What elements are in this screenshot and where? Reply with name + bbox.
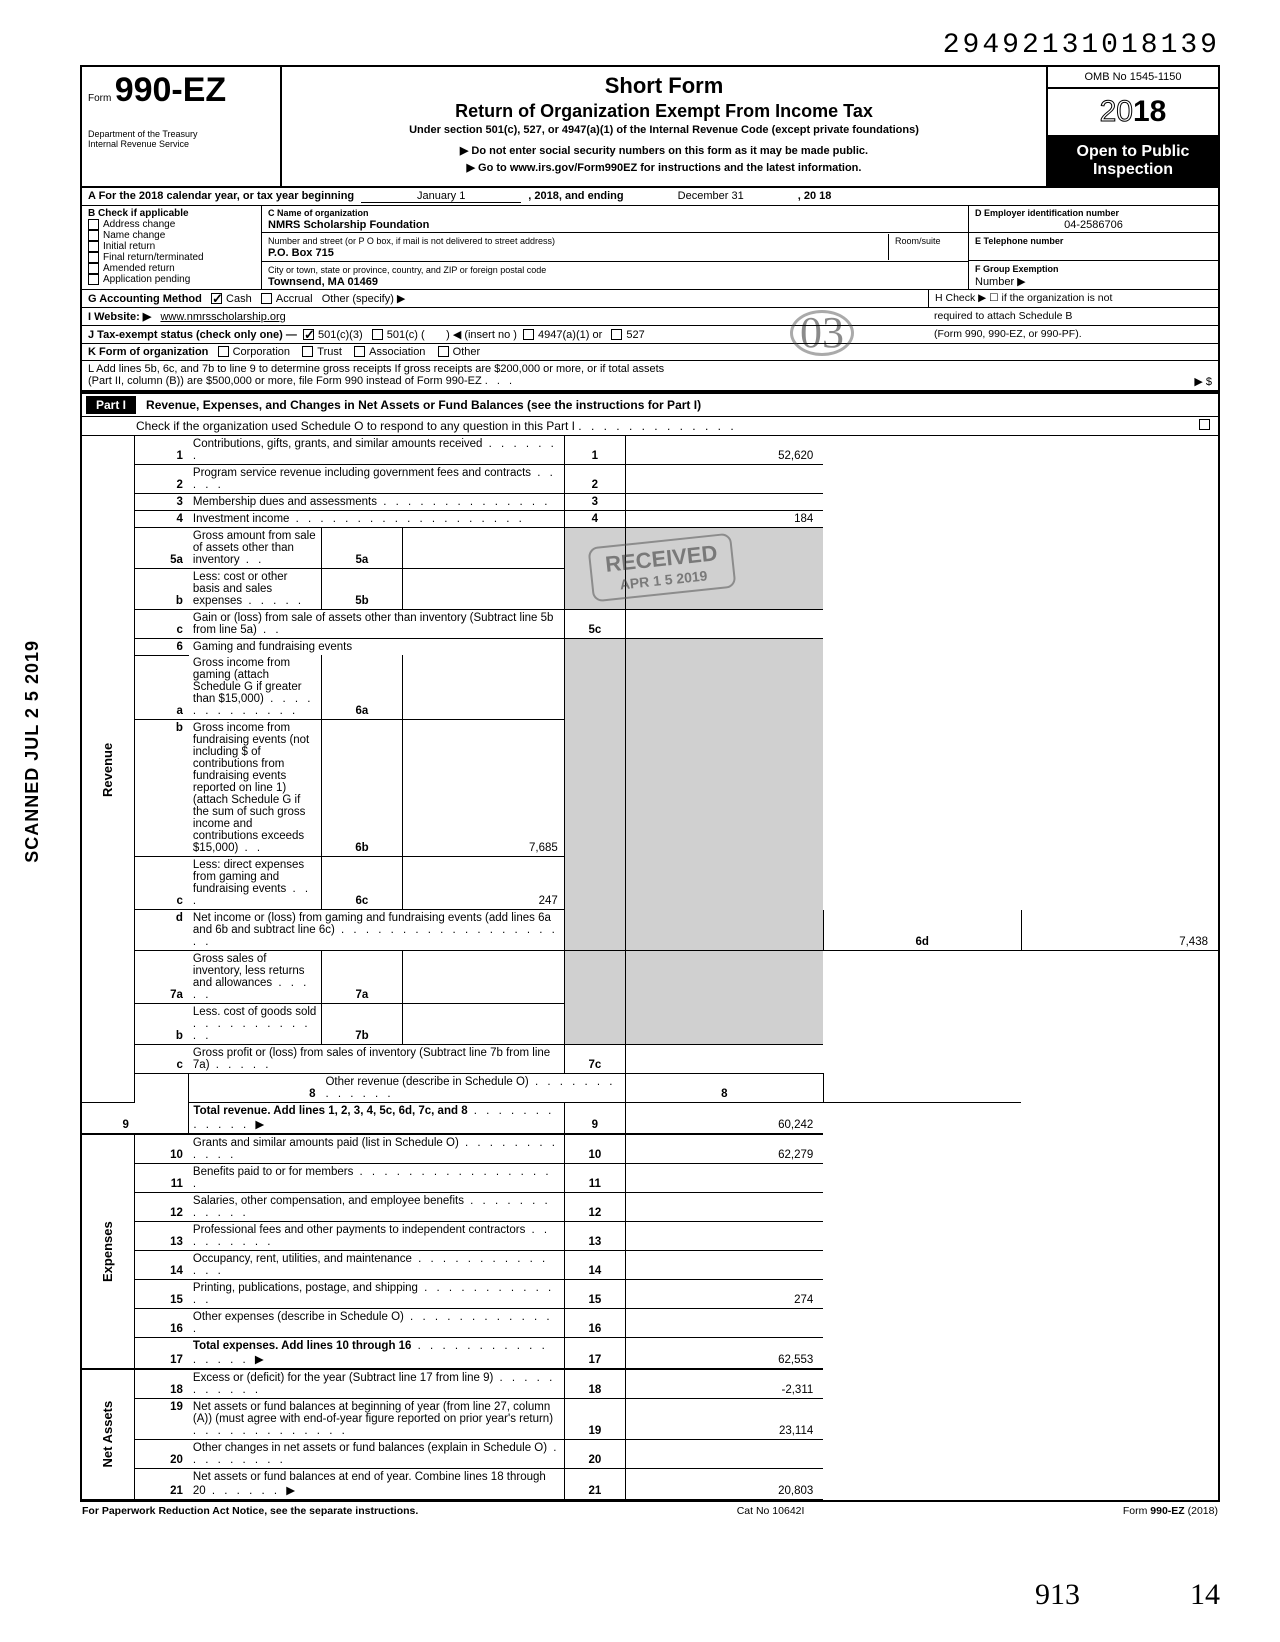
title-short-form: Short Form <box>292 73 1036 99</box>
line-k: K Form of organization Corporation Trust… <box>80 344 1220 361</box>
val-4: 184 <box>625 510 823 527</box>
chk-4947[interactable] <box>523 329 534 340</box>
chk-application-pending[interactable] <box>88 274 99 285</box>
val-9: 60,242 <box>625 1103 823 1135</box>
section-net-assets: Net Assets <box>81 1369 135 1500</box>
chk-other-org[interactable] <box>438 346 449 357</box>
chk-amended-return[interactable] <box>88 263 99 274</box>
val-21: 20,803 <box>625 1469 823 1500</box>
note-website: ▶ Go to www.irs.gov/Form990EZ for instru… <box>292 161 1036 174</box>
section-revenue: Revenue <box>81 436 135 1103</box>
val-15: 274 <box>625 1280 823 1309</box>
chk-trust[interactable] <box>302 346 313 357</box>
block-f-label2: Number ▶ <box>975 276 1026 288</box>
block-e-label: E Telephone number <box>975 236 1063 246</box>
org-info-block: B Check if applicable Address change Nam… <box>80 206 1220 290</box>
dept-irs: Internal Revenue Service <box>88 140 274 150</box>
ink-stamp: 03 <box>790 310 854 356</box>
org-name: NMRS Scholarship Foundation <box>268 219 429 231</box>
val-6c: 247 <box>402 857 564 910</box>
line-a: A For the 2018 calendar year, or tax yea… <box>80 188 1220 206</box>
document-locator-number: 29492131018139 <box>80 30 1220 61</box>
block-b-label: B Check if applicable <box>88 208 255 219</box>
handwriting-1: 913 <box>1035 1578 1080 1612</box>
line-h-2: required to attach Schedule B <box>934 310 1072 322</box>
val-6b: 7,685 <box>402 720 564 857</box>
chk-accrual[interactable] <box>261 293 272 304</box>
part1-check: Check if the organization used Schedule … <box>80 417 1220 436</box>
chk-corporation[interactable] <box>218 346 229 357</box>
room-label: Room/suite <box>895 236 941 246</box>
section-expenses: Expenses <box>81 1134 135 1369</box>
val-19: 23,114 <box>625 1399 823 1440</box>
line-h-3: (Form 990, 990-EZ, or 990-PF). <box>934 328 1082 340</box>
website-url: www.nmrsscholarship.org <box>160 311 285 323</box>
street-label: Number and street (or P O box, if mail i… <box>268 236 555 246</box>
title-return: Return of Organization Exempt From Incom… <box>292 101 1036 122</box>
subtitle-section: Under section 501(c), 527, or 4947(a)(1)… <box>292 124 1036 136</box>
city-state-zip: Townsend, MA 01469 <box>268 276 378 288</box>
open-to-public: Open to Public Inspection <box>1048 137 1218 186</box>
line-g-h: G Accounting Method Cash Accrual Other (… <box>80 290 1220 308</box>
ein: 04-2586706 <box>975 219 1212 231</box>
chk-schedule-o[interactable] <box>1199 419 1210 430</box>
form-number: 990-EZ <box>115 76 227 107</box>
chk-501c[interactable] <box>372 329 383 340</box>
block-d-label: D Employer identification number <box>975 208 1119 218</box>
block-c-label: C Name of organization <box>268 208 369 218</box>
chk-final-return[interactable] <box>88 252 99 263</box>
block-f-label: F Group Exemption <box>975 264 1059 274</box>
chk-cash[interactable] <box>211 293 222 304</box>
val-1: 52,620 <box>625 436 823 465</box>
line-j: J Tax-exempt status (check only one) — 5… <box>80 326 1220 344</box>
chk-527[interactable] <box>611 329 622 340</box>
val-17: 62,553 <box>625 1338 823 1370</box>
line-i: I Website: ▶ www.nmrsscholarship.org req… <box>80 308 1220 326</box>
chk-association[interactable] <box>354 346 365 357</box>
form-prefix: Form <box>88 93 111 104</box>
scanned-stamp: SCANNED JUL 2 5 2019 <box>22 640 43 863</box>
note-ssn: ▶ Do not enter social security numbers o… <box>292 144 1036 157</box>
city-label: City or town, state or province, country… <box>268 265 546 275</box>
tax-year: 2018 <box>1048 89 1218 137</box>
chk-name-change[interactable] <box>88 230 99 241</box>
part1-header: Part I Revenue, Expenses, and Changes in… <box>80 392 1220 417</box>
val-18: -2,311 <box>625 1369 823 1399</box>
val-10: 62,279 <box>625 1134 823 1164</box>
chk-address-change[interactable] <box>88 219 99 230</box>
street-address: P.O. Box 715 <box>268 247 334 259</box>
line-l: L Add lines 5b, 6c, and 7b to line 9 to … <box>80 361 1220 392</box>
handwriting-2: 14 <box>1190 1578 1220 1612</box>
footer-mid: Cat No 10642I <box>737 1505 805 1517</box>
footer-left: For Paperwork Reduction Act Notice, see … <box>82 1505 418 1517</box>
form-header: Form 990-EZ Department of the Treasury I… <box>80 65 1220 188</box>
line-h-1: H Check ▶ ☐ if the organization is not <box>935 292 1212 304</box>
chk-initial-return[interactable] <box>88 241 99 252</box>
omb-number: OMB No 1545-1150 <box>1048 67 1218 89</box>
footer-right: Form 990-EZ (2018) <box>1123 1505 1218 1517</box>
chk-501c3[interactable] <box>303 329 314 340</box>
footer: For Paperwork Reduction Act Notice, see … <box>80 1500 1220 1520</box>
val-6d: 7,438 <box>1021 910 1219 951</box>
